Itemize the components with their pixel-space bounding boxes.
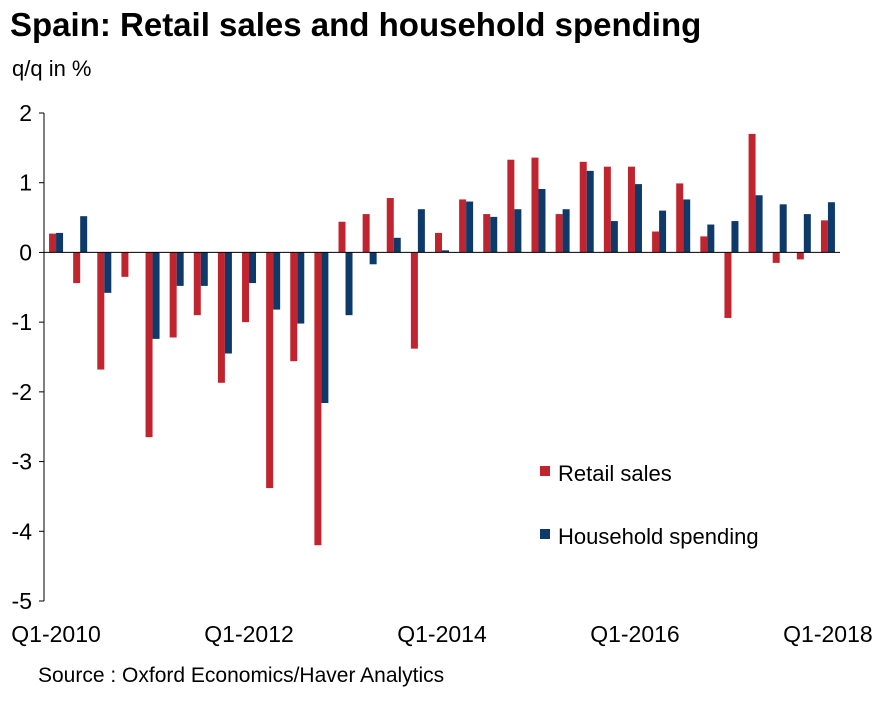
- y-tick-label: 2: [19, 100, 32, 126]
- household-spending-bar-q2-2013: [369, 252, 377, 265]
- household-spending-bar-q2-2016: [659, 210, 667, 253]
- household-spending-bar-q4-2017: [803, 214, 811, 253]
- retail-sales-bar-q1-2012: [242, 252, 250, 323]
- retail-sales-bar-q4-2012: [314, 252, 322, 546]
- chart-subtitle: q/q in %: [12, 56, 92, 81]
- y-tick-label: -1: [12, 309, 32, 335]
- retail-sales-bar-q1-2010: [49, 233, 57, 253]
- retail-sales-bar-q3-2013: [386, 198, 394, 253]
- household-spending-bar-q2-2014: [466, 201, 474, 253]
- x-tick-label: Q1-2016: [590, 621, 680, 647]
- retail-sales-bar-q3-2014: [483, 214, 491, 253]
- household-spending-bar-q1-2017: [731, 221, 739, 253]
- household-spending-bar-q2-2011: [176, 252, 184, 286]
- household-spending-bar-q3-2017: [779, 204, 787, 253]
- y-tick-label: 1: [19, 170, 32, 196]
- retail-sales-bar-q1-2018: [820, 220, 828, 253]
- retail-sales-bar-q2-2011: [169, 252, 177, 338]
- retail-sales-bar-q4-2015: [603, 166, 611, 253]
- household-spending-bar-q3-2013: [393, 237, 401, 253]
- retail-sales-bar-q2-2015: [555, 214, 563, 253]
- retail-sales-bar-q4-2011: [217, 252, 225, 383]
- retail-sales-bar-q4-2013: [410, 252, 418, 349]
- legend-label-household-spending: Household spending: [558, 524, 759, 549]
- retail-sales-bar-q4-2017: [796, 252, 804, 260]
- household-spending-bar-q4-2016: [707, 224, 715, 253]
- household-spending-bar-q1-2014: [442, 250, 449, 253]
- household-spending-bar-q2-2015: [562, 209, 570, 253]
- retail-sales-bar-q1-2016: [627, 166, 635, 253]
- household-spending-bar-q4-2014: [514, 209, 522, 253]
- household-spending-bar-q4-2015: [610, 221, 618, 253]
- retail-sales-bar-q2-2014: [459, 199, 467, 253]
- chart-title: Spain: Retail sales and household spendi…: [10, 6, 702, 43]
- y-tick-label: -3: [12, 449, 32, 475]
- household-spending-bar-q1-2018: [827, 202, 835, 253]
- household-spending-bar-q3-2011: [200, 252, 208, 286]
- household-spending-bar-q2-2010: [80, 216, 88, 253]
- household-spending-bar-q3-2014: [490, 216, 498, 253]
- household-spending-bar-q3-2015: [586, 170, 594, 253]
- legend-swatch-household-spending: [540, 529, 550, 539]
- household-spending-bar-q3-2010: [104, 252, 112, 293]
- household-spending-bar-q3-2016: [683, 199, 691, 253]
- source-note: Source : Oxford Economics/Haver Analytic…: [38, 664, 445, 687]
- retail-sales-bar-q1-2017: [724, 252, 732, 318]
- retail-sales-bar-q4-2016: [700, 236, 708, 253]
- retail-sales-bar-q2-2012: [266, 252, 274, 489]
- retail-sales-bar-q2-2017: [748, 133, 756, 253]
- y-tick-label: -2: [12, 379, 32, 405]
- x-tick-label: Q1-2014: [397, 621, 487, 647]
- retail-sales-bar-q4-2014: [507, 159, 515, 253]
- household-spending-bar-q1-2016: [634, 184, 642, 253]
- y-tick-label: -5: [12, 588, 32, 614]
- y-tick-label: 0: [19, 239, 32, 265]
- x-tick-label: Q1-2010: [11, 621, 101, 647]
- retail-sales-bar-q2-2016: [652, 231, 660, 253]
- legend: Retail sales Household spending: [540, 461, 759, 549]
- household-spending-bar-q2-2012: [273, 252, 281, 310]
- household-spending-bar-q1-2013: [345, 252, 353, 316]
- household-spending-bar-q2-2017: [755, 195, 763, 253]
- retail-sales-bar-q3-2012: [290, 252, 298, 362]
- household-spending-bar-q3-2012: [297, 252, 305, 324]
- legend-swatch-retail-sales: [540, 466, 550, 476]
- retail-sales-bar-q1-2014: [435, 232, 442, 253]
- retail-sales-bar-q2-2010: [73, 252, 81, 284]
- x-tick-label: Q1-2012: [204, 621, 294, 647]
- household-spending-bar-q1-2012: [249, 252, 257, 284]
- household-spending-bar-q1-2015: [538, 188, 546, 253]
- retail-sales-bar-q3-2010: [97, 252, 105, 370]
- retail-sales-bar-q3-2015: [579, 161, 587, 253]
- household-spending-bar-q4-2011: [224, 252, 232, 354]
- retail-sales-bar-q3-2011: [193, 252, 201, 316]
- retail-sales-bar-q1-2011: [145, 252, 153, 438]
- x-tick-label: Q1-2018: [783, 621, 873, 647]
- household-spending-bar-q1-2011: [152, 252, 160, 339]
- y-tick-label: -4: [12, 518, 33, 544]
- household-spending-bar-q4-2013: [417, 209, 425, 253]
- axes-group: 2 1 0 -1 -2 -3 -4 -5 Q1-2010 Q1-2012 Q1-2014 Q1-201…: [11, 100, 872, 647]
- legend-label-retail-sales: Retail sales: [558, 461, 672, 486]
- retail-sales-bar-q1-2015: [531, 157, 539, 253]
- retail-sales-bar-q1-2013: [338, 221, 346, 253]
- bars-group: [49, 133, 835, 546]
- household-spending-bar-q1-2010: [56, 232, 64, 253]
- household-spending-bar-q4-2012: [321, 252, 329, 404]
- retail-sales-bar-q3-2016: [676, 183, 684, 253]
- retail-sales-bar-q4-2010: [121, 252, 129, 277]
- retail-sales-bar-q2-2013: [362, 214, 370, 253]
- retail-sales-bar-q3-2017: [772, 252, 780, 263]
